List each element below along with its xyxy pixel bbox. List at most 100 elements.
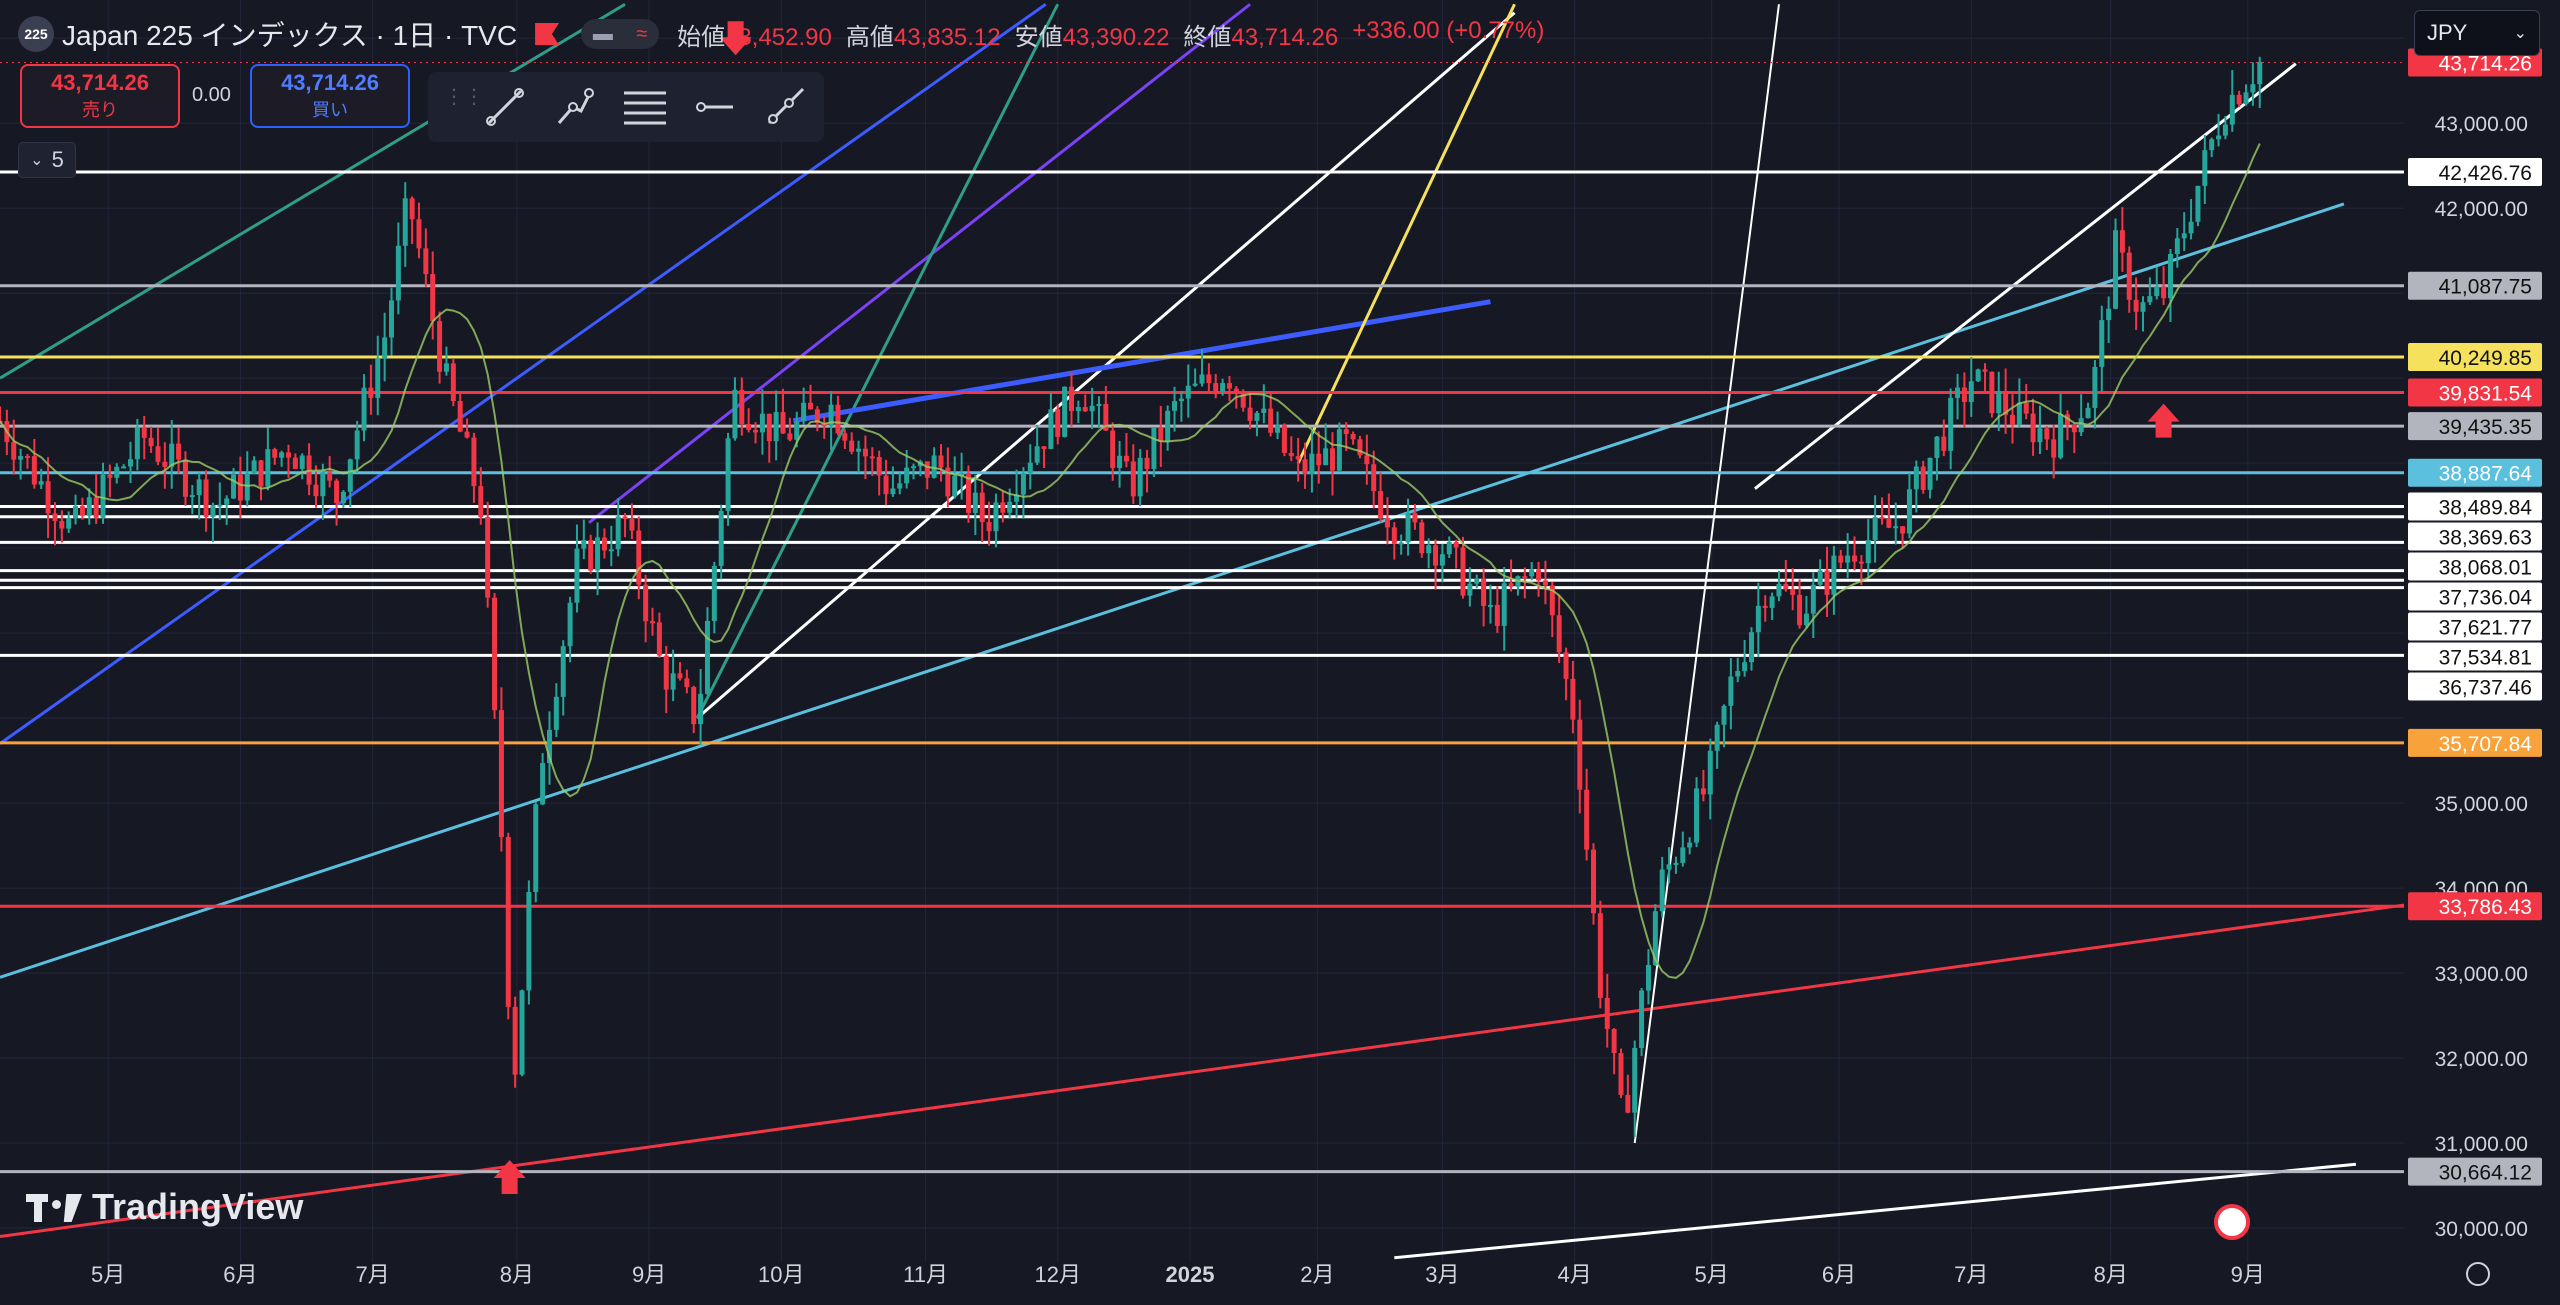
level-label-box [2408,522,2542,551]
candle-body [746,423,752,430]
candle-body [2078,418,2084,433]
candle-body [1906,489,1912,534]
trendline [0,202,2345,979]
candle-body [2188,221,2194,234]
price-tick-label: 30,000.00 [2435,1218,2528,1241]
candle-body [1165,410,1171,442]
interval-selector[interactable]: ⌄ 5 [18,142,76,178]
candle-body [581,540,587,549]
candle-body [134,427,140,460]
candle-body [1501,583,1507,626]
candle-body [66,518,72,529]
candle-body [389,300,395,338]
level-label-box [2408,157,2542,186]
candle-body [2051,439,2057,458]
candle-body [2058,414,2064,458]
candle-body [663,655,669,690]
level-label-box [2408,642,2542,671]
candle-body [1652,911,1658,965]
flag-icon[interactable] [535,23,560,45]
candle-body [533,804,539,892]
candle-body [656,622,662,656]
buy-button[interactable]: 43,714.26 買い [250,64,410,128]
candle-body [498,710,504,837]
candle-body [725,438,731,511]
candle-body [128,459,134,467]
symbol-title[interactable]: Japan 225 インデックス · 1日 · TVC [62,20,518,51]
candle-body [1996,390,2002,414]
compare-toggle[interactable]: ▬ ≈ [581,19,660,49]
candle-body [395,245,401,301]
ray-tool-icon[interactable] [762,84,808,130]
candle-body [1075,407,1081,412]
horizontal-ray-tool-icon[interactable] [692,84,738,130]
path-tool-icon[interactable] [552,84,598,130]
fib-tool-icon[interactable] [622,84,668,130]
candle-body [704,620,710,694]
tradingview-logo[interactable]: TradingView [26,1186,303,1228]
candle-body [1357,439,1363,456]
trendline-tool-icon[interactable] [482,84,528,130]
candle-body [1645,964,1651,991]
level-label: 30,664.12 [2439,1162,2532,1185]
candle-body [1343,429,1349,435]
price-axis: 44,000.0043,000.0042,000.0035,000.0034,0… [2408,28,2542,1241]
candle-body [1570,678,1576,720]
time-tick-label: 3月 [1425,1262,1459,1287]
candle-body [546,729,552,764]
candle-body [1014,494,1020,502]
level-label: 33,786.43 [2439,896,2532,919]
candle-body [1735,671,1741,677]
sell-button[interactable]: 43,714.26 売り [20,64,180,128]
candle-body [897,483,903,489]
time-tick-label: 2月 [1300,1262,1334,1287]
candle-body [292,457,298,469]
ohlc-key: 高値 [845,23,894,51]
candle-body [464,431,470,438]
candle-body [862,448,868,457]
candle-body [526,891,532,991]
candle-body [231,474,237,499]
candle-body [2216,135,2222,140]
candle-body [677,673,683,679]
time-tick-label: 5月 [1695,1262,1729,1287]
candle-body [382,337,388,359]
candle-body [361,387,367,431]
candle-body [485,517,491,598]
candle-body [2133,299,2139,312]
candle-body [272,449,278,458]
candle-body [450,363,456,402]
symbol-badge[interactable]: 225 [18,16,54,52]
candle-body [1563,652,1569,679]
level-label: 39,435.35 [2439,416,2532,439]
drawing-toolbar: ⋮⋮ [428,72,824,142]
candle-body [1948,397,1954,451]
candle-body [1673,862,1679,865]
candle-body [340,491,346,504]
candle-body [2209,139,2215,151]
candle-body [650,621,656,624]
candle-body [1378,491,1384,518]
candle-body [2195,185,2201,222]
candle-body [2113,230,2119,309]
candle-body [595,537,601,571]
candle-body [430,274,436,322]
drag-handle-icon[interactable]: ⋮⋮ [444,86,484,108]
candle-body [1872,516,1878,540]
currency-selector[interactable]: JPY ⌄ [2414,10,2540,56]
candle-body [1927,457,1933,490]
candle-body [732,389,738,439]
level-label-box [2408,728,2542,757]
level-label: 41,087.75 [2439,276,2532,299]
candle-body [1288,452,1294,457]
candle-body [1261,408,1267,413]
candle-body [423,248,429,275]
candle-body [1000,502,1006,513]
candle-body [869,456,875,459]
ohlc-key: 安値 [1014,23,1063,51]
candle-body [1591,849,1597,914]
candle-body [1350,434,1356,440]
candle-body [402,198,408,246]
candle-body [574,548,580,603]
